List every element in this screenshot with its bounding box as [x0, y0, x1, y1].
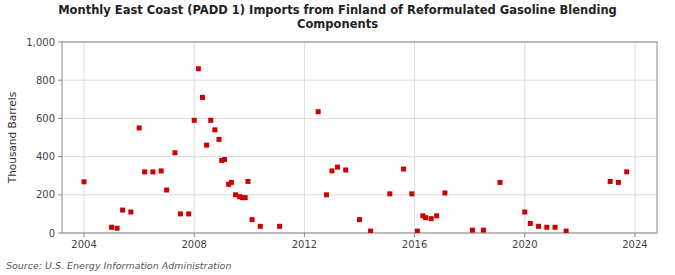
source: Source: U.S. Energy Information Administ…: [6, 260, 231, 271]
point: [208, 118, 213, 123]
point: [245, 179, 250, 184]
point: [522, 209, 527, 214]
point: [544, 225, 549, 230]
plot-frame: [62, 42, 657, 233]
title-line: Components: [297, 17, 378, 31]
x-grid-line: [524, 42, 525, 233]
y-grid-line: [62, 194, 657, 195]
point: [172, 150, 177, 155]
point: [142, 169, 147, 174]
point: [137, 125, 142, 130]
title-line: Monthly East Coast (PADD 1) Imports from…: [58, 3, 617, 17]
x-tick-label: 2020: [512, 239, 537, 250]
chart: Monthly East Coast (PADD 1) Imports from…: [0, 0, 675, 275]
point: [387, 191, 392, 196]
x-grid-line: [414, 42, 415, 233]
x-tick: [304, 233, 305, 237]
point: [159, 168, 164, 173]
x-tick-label: 2016: [402, 239, 427, 250]
point: [434, 213, 439, 218]
point: [536, 224, 541, 229]
background: [0, 0, 675, 275]
point: [624, 169, 629, 174]
point: [442, 190, 447, 195]
point: [357, 217, 362, 222]
y-tick-label: 800: [36, 75, 55, 86]
x-grid-line: [194, 42, 195, 233]
x-tick-label: 2004: [71, 239, 96, 250]
y-tick: [58, 118, 62, 119]
x-tick: [194, 233, 195, 237]
point: [204, 143, 209, 148]
y-tick-label: 400: [36, 151, 55, 162]
point: [528, 221, 533, 226]
y-grid-line: [62, 118, 657, 119]
point: [250, 217, 255, 222]
point: [258, 224, 263, 229]
point: [423, 215, 428, 220]
point: [109, 225, 114, 230]
points: [82, 66, 630, 233]
point: [222, 157, 227, 162]
point: [429, 216, 434, 221]
point: [368, 229, 373, 233]
point: [200, 95, 205, 100]
point: [115, 226, 120, 231]
point: [217, 137, 222, 142]
point: [128, 209, 133, 214]
y-grid-line: [62, 80, 657, 81]
point: [120, 208, 125, 213]
point: [196, 66, 201, 71]
x-tick: [414, 233, 415, 237]
x-tick: [524, 233, 525, 237]
point: [470, 228, 475, 233]
point: [564, 229, 569, 233]
point: [243, 195, 248, 200]
x-grid-line: [304, 42, 305, 233]
x-tick-label: 2024: [622, 239, 647, 250]
y-tick-label: 1,000: [26, 37, 55, 48]
y-tick-label: 200: [36, 189, 55, 200]
point: [192, 118, 197, 123]
x-tick-label: 2012: [292, 239, 317, 250]
point: [186, 211, 191, 216]
y-grid-line: [62, 156, 657, 157]
point: [316, 109, 321, 114]
y-tick-label: 600: [36, 113, 55, 124]
point: [608, 179, 613, 184]
x-grid-line: [84, 42, 85, 233]
point: [409, 191, 414, 196]
point: [616, 180, 621, 185]
point: [164, 188, 169, 193]
point: [324, 192, 329, 197]
point: [401, 167, 406, 172]
point: [178, 211, 183, 216]
point: [212, 127, 217, 132]
point: [329, 168, 334, 173]
x-tick: [84, 233, 85, 237]
title: Monthly East Coast (PADD 1) Imports from…: [58, 3, 617, 31]
point: [343, 167, 348, 172]
x-tick-label: 2008: [181, 239, 206, 250]
y-tick: [58, 156, 62, 157]
point: [335, 165, 340, 170]
y-tick-label: 0: [49, 228, 55, 239]
x-grid-line: [634, 42, 635, 233]
y-tick: [58, 233, 62, 234]
y-tick: [58, 80, 62, 81]
x-tick: [634, 233, 635, 237]
point: [415, 229, 420, 233]
point: [553, 225, 558, 230]
point: [150, 169, 155, 174]
point: [82, 179, 87, 184]
point: [497, 180, 502, 185]
point: [481, 228, 486, 233]
point: [229, 180, 234, 185]
y-axis-label: Thousand Barrels: [6, 92, 18, 184]
y-tick: [58, 42, 62, 43]
grid: [62, 42, 657, 233]
point: [277, 224, 282, 229]
y-tick: [58, 194, 62, 195]
